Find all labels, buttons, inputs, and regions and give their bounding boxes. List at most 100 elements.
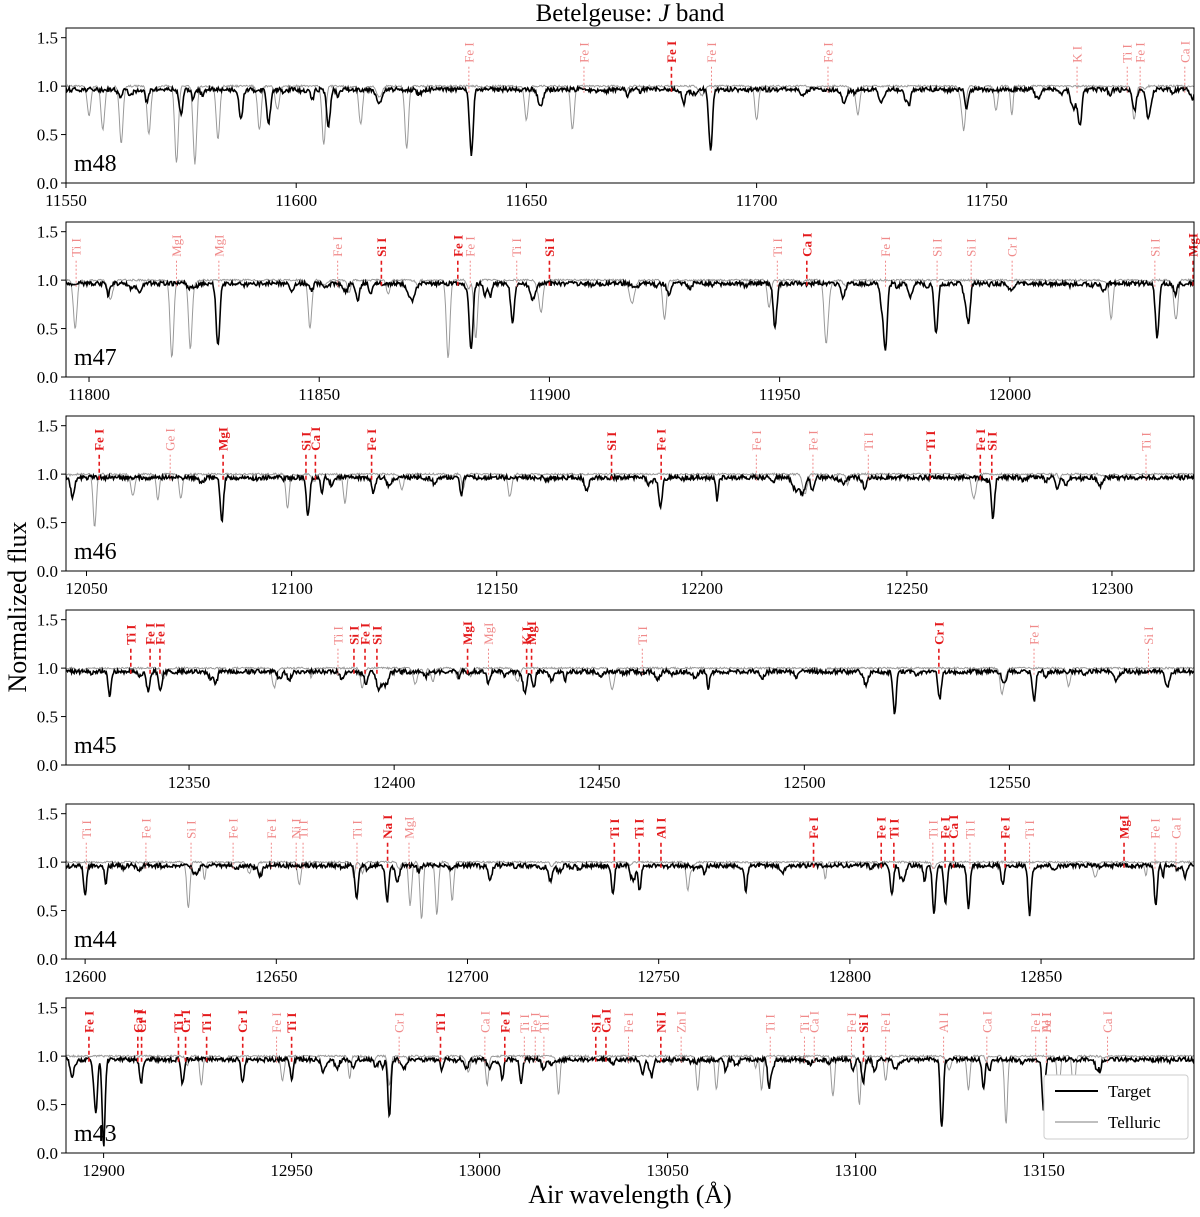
- x-tick-label: 12850: [1020, 967, 1063, 986]
- legend-target-label: Target: [1108, 1082, 1151, 1101]
- order-label: m43: [74, 1121, 117, 1147]
- y-tick-label: 0.5: [37, 708, 58, 727]
- line-label: Ti I: [509, 238, 524, 257]
- line-label: Fe I: [1028, 1012, 1043, 1033]
- panel-frame: [65, 415, 1195, 572]
- x-tick-label: 12600: [64, 967, 107, 986]
- target-spectrum: [66, 666, 1194, 715]
- line-label: Fe I: [973, 429, 988, 451]
- x-tick-label: 12950: [270, 1161, 313, 1180]
- x-tick-label: 11650: [505, 191, 547, 210]
- target-spectrum: [66, 278, 1194, 351]
- x-tick-label: 11850: [298, 385, 340, 404]
- line-label: Na I: [380, 815, 395, 839]
- line-label: Si I: [369, 626, 384, 645]
- order-label: m48: [74, 151, 117, 177]
- line-label: Ti I: [797, 1014, 812, 1033]
- line-label: Ti I: [123, 625, 138, 645]
- line-label: Cr I: [235, 1010, 250, 1033]
- line-label: Si I: [1147, 238, 1162, 256]
- target-spectrum: [66, 1054, 1194, 1147]
- line-label: Fe I: [874, 817, 889, 839]
- line-label: Ti I: [296, 820, 311, 839]
- line-label: Ca I: [979, 1011, 994, 1033]
- line-label: Fe I: [1039, 1012, 1054, 1033]
- x-tick-label: 11750: [966, 191, 1008, 210]
- line-label: Si I: [1141, 626, 1156, 644]
- line-label: Fe I: [938, 817, 953, 839]
- x-axis-label: Air wavelength (Å): [528, 1180, 732, 1209]
- line-label: Fe I: [621, 1012, 636, 1033]
- title-text: Betelgeuse:: [535, 0, 659, 27]
- line-label: K I: [519, 626, 534, 644]
- y-tick-label: 1.0: [37, 271, 58, 290]
- line-label: Si I: [984, 432, 999, 451]
- x-tick-label: 12000: [989, 385, 1032, 404]
- x-tick-label: 12450: [578, 773, 621, 792]
- x-tick-label: 11700: [736, 191, 778, 210]
- target-spectrum: [66, 860, 1194, 917]
- panel-m45: Ti I Fe IFe I Ti I Si IFe ISi I MgI MgI K IMgI…: [37, 609, 1195, 792]
- x-tick-label: 12800: [829, 967, 872, 986]
- panel-m47: Ti I MgI MgI Fe I Si I Fe IFe I Ti I Si I Ti I Ca…: [37, 221, 1200, 404]
- y-tick-label: 0.5: [37, 514, 58, 533]
- x-tick-label: 13000: [458, 1161, 501, 1180]
- line-label: Fe I: [1027, 624, 1042, 645]
- x-tick-label: 12550: [988, 773, 1031, 792]
- line-label: Si I: [964, 238, 979, 256]
- y-tick-label: 1.5: [37, 29, 58, 48]
- line-label: Fe I: [143, 623, 158, 645]
- line-label: Si I: [346, 626, 361, 645]
- y-tick-label: 1.0: [37, 77, 58, 96]
- y-tick-label: 0.5: [37, 126, 58, 145]
- line-label: Zn I: [674, 1011, 689, 1033]
- title-band: J: [658, 0, 670, 27]
- panel-frame: [65, 997, 1195, 1154]
- x-tick-label: 11600: [275, 191, 317, 210]
- line-label: Ti I: [923, 431, 938, 451]
- line-label: Ti I: [925, 820, 940, 839]
- y-tick-label: 1.0: [37, 659, 58, 678]
- x-tick-label: 13100: [834, 1161, 877, 1180]
- line-label: Si I: [588, 1014, 603, 1033]
- panel-m43: Fe I Ca ICr I Ti ICr I Ti I Cr I Fe I Ti I Cr I…: [37, 997, 1195, 1180]
- line-label: Cr I: [178, 1010, 193, 1033]
- line-label: Ti I: [349, 820, 364, 839]
- x-tick-label: 12700: [446, 967, 489, 986]
- line-label: Ti I: [962, 820, 977, 839]
- line-label: Si I: [542, 238, 557, 257]
- line-label: Fe I: [264, 818, 279, 839]
- line-label: Al I: [1039, 1012, 1054, 1033]
- line-label: Si I: [298, 432, 313, 451]
- line-label: MgI: [1186, 233, 1200, 257]
- line-label: Ti I: [763, 1014, 778, 1033]
- line-label: Ti I: [1139, 432, 1154, 451]
- y-tick-label: 1.0: [37, 1047, 58, 1066]
- line-label: Si I: [604, 432, 619, 451]
- line-label: Ca I: [130, 1009, 145, 1033]
- x-tick-label: 12050: [65, 579, 108, 598]
- line-label: Ti I: [861, 432, 876, 451]
- line-label: MgI: [211, 234, 226, 256]
- y-tick-label: 1.0: [37, 465, 58, 484]
- line-label: Fe I: [92, 429, 107, 451]
- x-tick-label: 12750: [637, 967, 680, 986]
- line-label: Cr I: [931, 622, 946, 645]
- x-tick-label: 12300: [1091, 579, 1134, 598]
- panel-m44: Ti I Fe I Si I Fe I Fe I Ni ITi I Ti I Na I MgI T…: [37, 803, 1195, 986]
- y-tick-label: 1.0: [37, 853, 58, 872]
- line-label: Fe I: [226, 818, 241, 839]
- line-label: Fe I: [1133, 42, 1148, 63]
- x-tick-label: 12350: [168, 773, 211, 792]
- x-tick-label: 11800: [68, 385, 110, 404]
- x-tick-label: 12200: [681, 579, 724, 598]
- line-label: Fe I: [461, 42, 476, 63]
- panel-frame: [65, 221, 1195, 378]
- line-label: Ti I: [607, 819, 622, 839]
- line-label: Ti I: [1022, 820, 1037, 839]
- x-tick-label: 11950: [759, 385, 801, 404]
- y-tick-label: 0.0: [37, 368, 58, 387]
- line-label: Ca I: [946, 815, 961, 839]
- line-label: Cr I: [392, 1012, 407, 1033]
